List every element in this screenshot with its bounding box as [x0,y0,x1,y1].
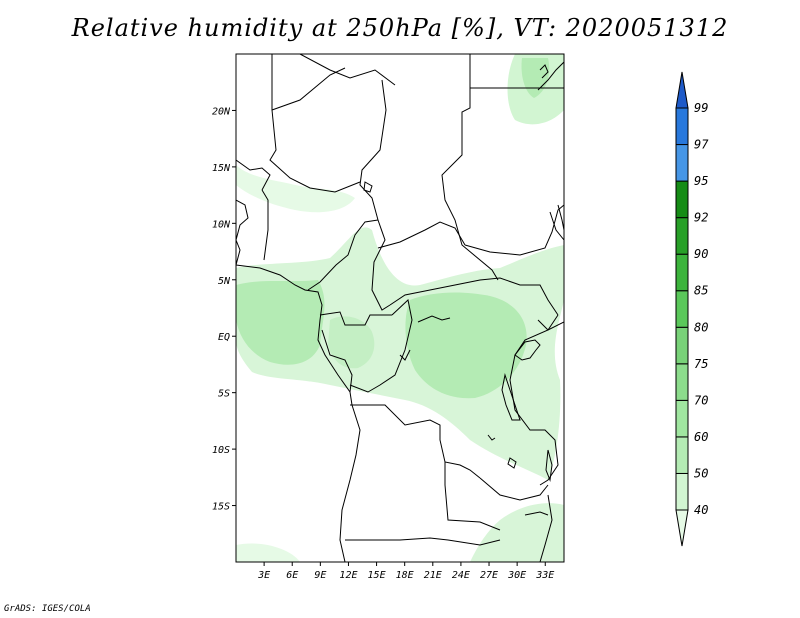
border-nigeria-niger [269,109,361,193]
colorbar-segment [675,180,689,219]
lat-label: 10N [212,219,231,230]
country-borders [236,54,564,562]
colorbar-label: 97 [694,138,709,152]
border-drc-east [509,314,559,486]
river-congo-a [417,315,451,323]
border-cameroon-car [371,219,391,311]
border-car-drc [389,277,559,316]
border-congo-drc [349,299,413,393]
colorbar-segment [675,107,689,146]
small-lake-1 [507,457,517,469]
colorbar-segment [675,290,689,328]
lat-label: 15N [212,163,231,174]
colorbar-label: 90 [694,247,708,261]
map-frame [235,53,565,563]
lon-label: 27E [480,570,498,581]
map-title: Relative humidity at 250hPa [%], VT: 202… [71,14,729,42]
border-gabon-south [321,329,353,393]
colorbar-segment [675,253,689,292]
lake-victoria [514,339,541,361]
colorbar-label: 70 [694,393,708,407]
colorbar-segment [675,144,689,182]
longitude-axis: 3E 6E 9E 12E 15E 18E 21E 24E 27E 30E 33E [257,562,554,581]
colorbar-label: 75 [694,357,708,371]
coastline-senegal-gulf [236,159,271,191]
lake-tanganyika [501,373,521,421]
border-benin-nigeria [261,189,269,261]
lat-label: 15S [212,502,230,513]
humidity-south-west [236,543,300,562]
border-algeria-libya [299,54,396,86]
latitude-axis: 20N 15N 10N 5N EQ 5S 10S 15S [212,106,236,513]
colorbar-segment [675,217,689,255]
small-lake-2 [524,511,549,516]
lat-label: EQ [218,332,230,343]
colorbar-label: 50 [694,466,708,480]
colorbar-segment [675,326,689,365]
border-nigeria-cameroon [307,219,379,291]
humidity-core-east [405,292,527,399]
humidity-southeast [470,503,564,562]
colorbar: 40 50 60 70 75 80 85 90 92 95 97 99 [675,71,709,547]
colorbar-segment [675,363,689,401]
lon-label: 15E [368,570,386,581]
colorbar-label: 60 [694,430,708,444]
northeast-coast-patch [539,64,549,79]
coastline-west [236,264,361,562]
lon-label: 30E [507,570,526,581]
colorbar-label: 80 [694,320,708,334]
river-congo-b [399,349,411,361]
lon-label: 18E [396,570,414,581]
lon-label: 21E [424,570,442,581]
border-chad-car [377,221,466,249]
lon-label: 9E [314,570,326,581]
colorbar-segment [675,472,689,511]
lon-label: 12E [339,570,357,581]
software-credit: GrADS: IGES/COLA [4,604,91,614]
colorbar-label: 99 [694,101,708,115]
border-angola-drc [350,404,481,479]
lat-label: 10S [212,445,230,456]
lon-label: 33E [535,570,554,581]
lon-label: 3E [257,570,270,581]
humidity-core-center [328,316,375,369]
colorbar-segment [675,436,689,474]
lon-label: 24E [452,570,470,581]
lon-label: 6E [286,570,298,581]
colorbar-label: 95 [694,174,708,188]
border-gabon-congo [319,311,392,326]
border-mali-niger [271,54,346,111]
lat-label: 5S [218,389,230,400]
border-uganda-kenya [537,319,564,331]
lat-label: 5N [218,276,231,287]
border-ethiopia-sudan [557,204,564,231]
humidity-band-core [236,280,325,365]
lake-malawi [545,449,553,482]
border-tanzania-mozambique [539,494,553,562]
river-ubangi [487,434,496,441]
colorbar-label: 40 [694,503,708,517]
border-angola-zambia [444,462,501,531]
colorbar-upper-triangle [675,71,689,109]
lat-label: 20N [212,106,231,117]
border-niger-east [395,54,499,281]
colorbar-lower-triangle [675,509,689,547]
lake-chad [363,181,373,193]
coastline-ghana [236,199,249,266]
border-namibia [345,537,501,546]
border-kenya-ethiopia [549,211,564,241]
colorbar-label: 85 [694,284,708,298]
humidity-north-patch [236,165,355,213]
border-zambia-south [479,477,549,501]
colorbar-label: 92 [694,211,708,225]
colorbar-segment [675,399,689,438]
red-sea-coast [537,61,564,91]
border-niger-chad [359,79,387,221]
border-sudan-southsudan [464,204,564,256]
